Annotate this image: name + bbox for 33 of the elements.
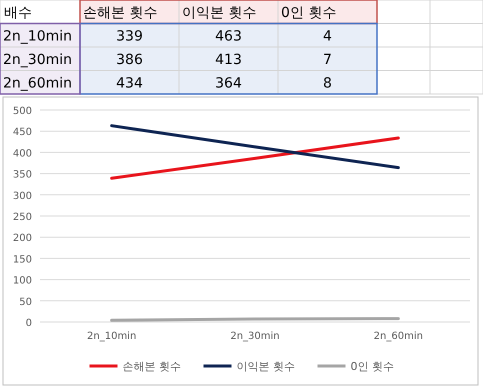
data-label: 4	[323, 28, 332, 44]
legend-label: 0인 횟수	[350, 360, 394, 373]
x-tick-label: 0인 횟수	[281, 5, 336, 21]
data-label: 7	[323, 52, 332, 68]
y-tick-label: 100	[12, 276, 32, 287]
data-label: 386	[116, 52, 143, 68]
data-label: 413	[215, 52, 242, 68]
data-label: 463	[215, 28, 242, 44]
y-tick-label: 2n_60min	[3, 76, 72, 92]
y-tick-label: 350	[12, 170, 32, 181]
text: 배수	[4, 5, 32, 21]
y-tick-label: 200	[12, 233, 32, 244]
y-tick-label: 400	[12, 148, 32, 160]
x-tick-label: 손해본 횟수	[83, 5, 158, 21]
y-tick-label: 150	[12, 254, 32, 266]
x-tick-label: 2n_60min	[374, 331, 423, 342]
y-tick-label: 2n_10min	[3, 28, 72, 44]
data-label: 434	[116, 76, 143, 92]
data-label: 339	[116, 28, 143, 44]
y-tick-label: 50	[19, 296, 32, 308]
data-label: 364	[215, 76, 242, 92]
data-label: 8	[323, 76, 332, 92]
x-tick-label: 이익본 횟수	[182, 5, 256, 21]
legend-label: 손해본 횟수	[122, 360, 181, 373]
x-tick-label: 2n_30min	[230, 331, 280, 342]
y-tick-label: 500	[12, 106, 32, 117]
y-tick-label: 450	[12, 127, 32, 138]
y-tick-label: 0	[26, 318, 32, 329]
y-tick-label: 250	[12, 212, 32, 223]
y-tick-label: 300	[12, 190, 32, 202]
x-tick-label: 2n_10min	[87, 331, 136, 342]
y-tick-label: 2n_30min	[3, 52, 72, 68]
legend-label: 이익본 횟수	[236, 360, 295, 373]
